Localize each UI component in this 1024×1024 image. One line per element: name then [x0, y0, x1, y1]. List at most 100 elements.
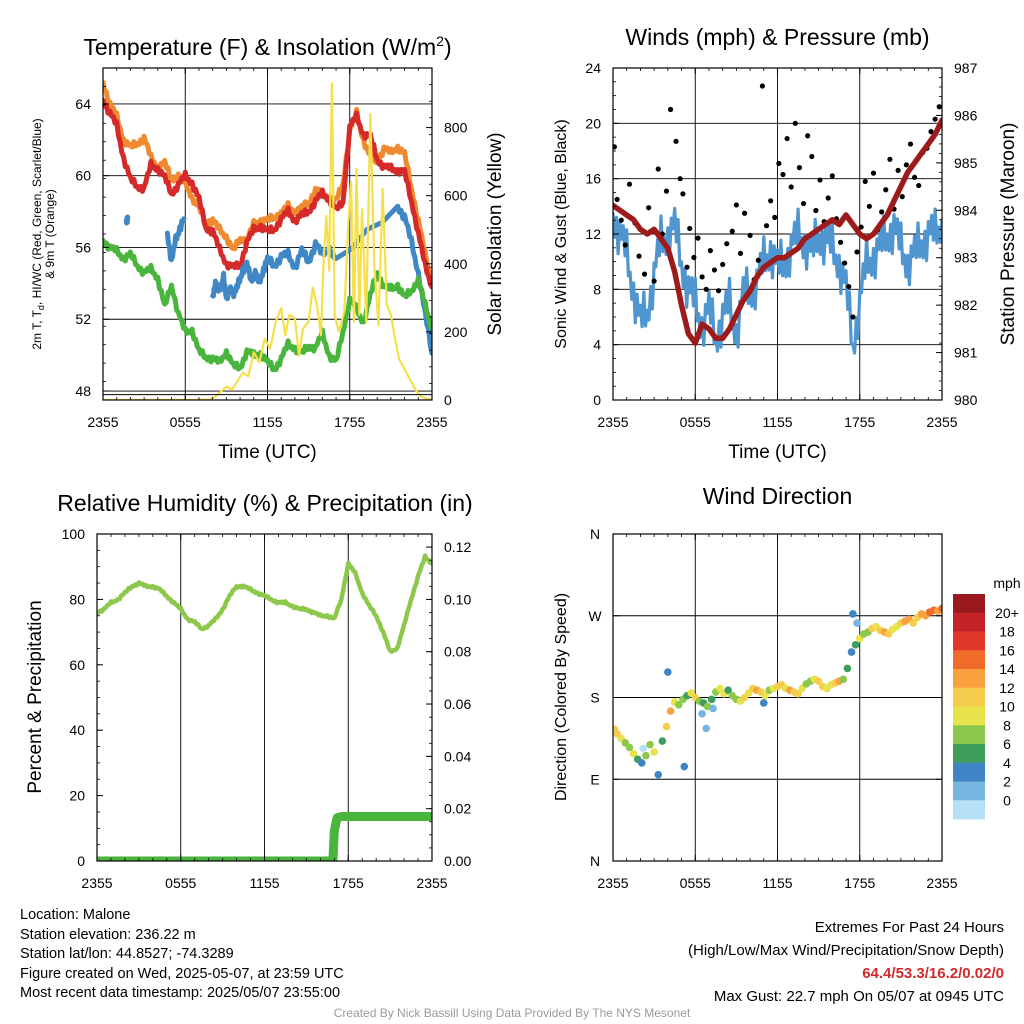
pressure-ylabel: Station Pressure (Maroon) — [998, 123, 1019, 346]
station-info: Location: Malone Station elevation: 236.… — [20, 906, 344, 1004]
figure-created: Figure created on Wed, 2025-05-07, at 23… — [20, 965, 344, 982]
x-tick-label: 2355 — [926, 875, 957, 891]
gust-point — [724, 241, 730, 247]
y-tick-label: 12 — [585, 226, 601, 242]
gust-point — [784, 135, 790, 142]
temp-series-line — [210, 203, 432, 356]
winds-title: Winds (mph) & Pressure (mb) — [625, 24, 929, 50]
gust-point — [759, 83, 766, 89]
temperature-ylabel: 2m T, Td, HI/WC (Red, Green, Scarlet/Blu… — [30, 118, 46, 349]
y-tick-label: 24 — [585, 60, 601, 76]
x-tick-label: 0555 — [680, 875, 711, 891]
y2-tick-label: 400 — [444, 256, 468, 272]
y2-tick-label: 0.02 — [444, 801, 471, 817]
gust-point — [813, 207, 819, 214]
colorbar-swatch — [953, 781, 985, 801]
colorbar-swatch — [953, 706, 985, 726]
direction-point — [814, 677, 823, 685]
gust-point — [788, 184, 794, 190]
y2-tick-label: 985 — [954, 155, 978, 171]
y2-tick-label: 200 — [444, 324, 468, 340]
y2-tick-label: 0.12 — [444, 539, 471, 555]
colorbar-swatch — [953, 725, 985, 745]
gust-point — [651, 278, 657, 284]
direction-point — [938, 604, 942, 613]
gust-point — [715, 288, 722, 294]
gust-point — [626, 181, 633, 187]
x-tick-label: 2355 — [416, 875, 447, 891]
colorbar-swatch — [953, 744, 985, 764]
y-tick-label: 20 — [585, 115, 601, 131]
y-tick-label: 48 — [75, 383, 91, 399]
gust-point — [622, 242, 628, 248]
gust-point — [817, 177, 823, 183]
gust-point — [613, 144, 617, 150]
x-tick-label: 0555 — [680, 414, 711, 430]
y2-tick-label: 0.00 — [444, 853, 471, 869]
colorbar-swatch — [953, 762, 985, 782]
extremes-title: Extremes For Past 24 Hours — [814, 919, 1004, 936]
gust-point — [695, 235, 701, 241]
gust-point — [916, 182, 922, 189]
colorbar-label: 4 — [1003, 755, 1011, 771]
extremes-panel: Extremes For Past 24 Hours (High/Low/Max… — [688, 916, 1004, 1008]
direction-ylabel: Direction (Colored By Speed) — [553, 593, 570, 801]
direction-tick-label: S — [590, 690, 599, 706]
y-tick-label: 60 — [69, 657, 85, 673]
direction-point — [680, 762, 689, 771]
x-tick-label: 1155 — [762, 875, 792, 891]
gust-point — [866, 203, 872, 209]
gust-point — [842, 260, 848, 266]
direction-point — [675, 700, 683, 709]
gust-point — [858, 224, 864, 230]
gust-point — [792, 120, 798, 126]
gust-point — [768, 198, 774, 204]
y-tick-label: 4 — [593, 337, 601, 353]
direction-point — [849, 610, 857, 618]
x-tick-label: 1755 — [844, 414, 875, 430]
colorbar-label: 10 — [999, 699, 1015, 715]
gust-point — [899, 194, 905, 200]
temperature-xlabel: Time (UTC) — [218, 442, 317, 463]
gust-point — [711, 267, 718, 273]
gust-point — [829, 173, 835, 179]
gust-point — [879, 209, 885, 215]
y-tick-label: 0 — [593, 392, 601, 408]
colorbar-swatch — [953, 687, 985, 707]
colorbar-label: 6 — [1003, 736, 1011, 752]
y2-tick-label: 0 — [444, 392, 452, 408]
credit-line: Created By Nick Bassill Using Data Provi… — [333, 1006, 691, 1020]
gust-point — [673, 138, 679, 144]
temp-series-line — [164, 216, 187, 263]
winds-xlabel: Time (UTC) — [728, 442, 827, 463]
gust-point — [729, 228, 735, 234]
direction-point — [702, 724, 711, 733]
direction-point — [646, 740, 654, 749]
gust-point — [895, 167, 901, 173]
x-tick-label: 0555 — [170, 414, 201, 430]
x-tick-label: 1755 — [333, 875, 364, 891]
station-elevation: Station elevation: 236.22 m — [20, 926, 196, 943]
humidity-ylabel: Percent & Precipitation — [25, 600, 46, 793]
direction-point — [629, 750, 638, 758]
y2-tick-label: 0.10 — [444, 591, 471, 607]
colorbar-label: 8 — [1003, 717, 1011, 733]
gust-point — [837, 239, 844, 245]
gust-point — [737, 250, 744, 256]
gust-point — [903, 162, 909, 168]
direction-point — [662, 722, 671, 731]
direction-point — [847, 648, 856, 656]
direction-point — [851, 641, 860, 649]
gust-point — [936, 104, 942, 110]
colorbar-label: 20+ — [995, 605, 1019, 621]
humidity-title: Relative Humidity (%) & Precipitation (i… — [57, 490, 472, 516]
direction-point — [650, 748, 658, 756]
gust-point — [747, 232, 753, 238]
gust-point — [742, 210, 748, 216]
colorbar-swatch — [953, 612, 985, 632]
direction-point — [709, 704, 717, 713]
gust-point — [796, 165, 803, 171]
y-tick-label: 100 — [62, 526, 86, 542]
direction-tick-label: N — [590, 853, 600, 869]
gust-point — [684, 264, 690, 270]
